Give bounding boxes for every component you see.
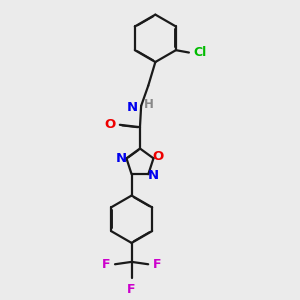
Text: Cl: Cl — [193, 46, 206, 59]
Text: N: N — [127, 100, 138, 113]
Text: N: N — [116, 152, 127, 165]
Text: O: O — [153, 150, 164, 163]
Text: F: F — [152, 258, 161, 271]
Text: H: H — [144, 98, 154, 111]
Text: O: O — [104, 118, 116, 131]
Text: F: F — [102, 258, 111, 271]
Text: F: F — [128, 283, 136, 296]
Text: N: N — [148, 169, 159, 182]
